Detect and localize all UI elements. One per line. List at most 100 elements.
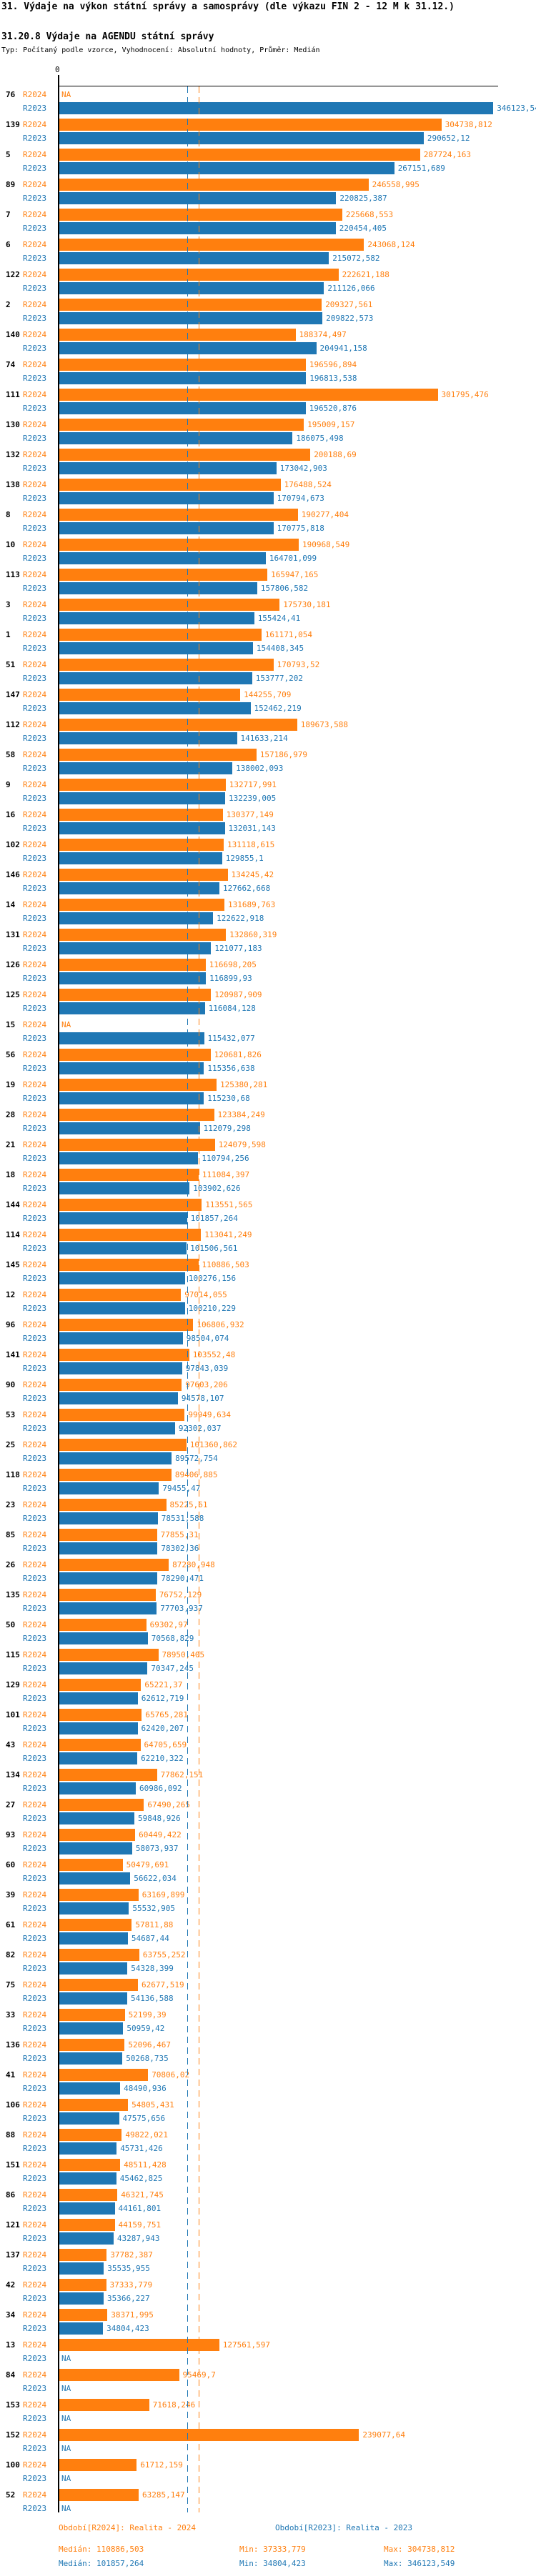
bar-row-r2024: R2024 63755,252 (23, 1949, 186, 1961)
value-label: 115432,077 (207, 1034, 255, 1043)
series-label-r2023: R2023 (23, 1964, 47, 1973)
bar-row-r2023: R2023 59848,926 (23, 1812, 181, 1824)
series-label-r2023: R2023 (23, 2204, 47, 2213)
bar-row-r2024: R2024 103552,48 (23, 1349, 235, 1361)
series-label-r2023: R2023 (23, 1724, 47, 1733)
series-label-r2023: R2023 (23, 1784, 47, 1793)
bar-group: 14 R2024 131689,763 R2023 122622,918 (0, 899, 536, 924)
category-label: 15 (6, 1020, 16, 1029)
bar-r2023 (59, 1302, 185, 1314)
series-label-r2023: R2023 (23, 314, 47, 323)
bar-row-r2024: R2024 304738,812 (23, 119, 492, 131)
series-label-r2023: R2023 (23, 134, 47, 143)
bar-r2023 (59, 1182, 190, 1194)
series-label-r2023: R2023 (23, 1034, 47, 1043)
bar-row-r2023: R2023 100276,156 (23, 1272, 236, 1284)
bar-row-r2023: R2023 267151,689 (23, 162, 445, 174)
value-label: 54687,44 (131, 1934, 169, 1943)
series-label-r2023: R2023 (23, 434, 47, 443)
category-label: 140 (6, 330, 20, 339)
bar-row-r2024: R2024 175730,181 (23, 599, 331, 611)
bar-row-r2024: R2024 101360,862 (23, 1439, 237, 1451)
bar-r2024 (59, 1679, 142, 1691)
value-label: 132031,143 (228, 824, 276, 833)
series-label-r2024: R2024 (23, 2160, 47, 2170)
bar-row-r2024: R2024 157186,979 (23, 749, 307, 761)
bar-row-r2023: R2023 78531,588 (23, 1512, 204, 1524)
category-label: 74 (6, 360, 16, 369)
bar-row-r2023: R2023 94578,107 (23, 1392, 224, 1404)
series-label-r2023: R2023 (23, 344, 47, 353)
value-label: 58073,937 (135, 1844, 179, 1853)
category-label: 129 (6, 1680, 20, 1689)
series-label-r2024: R2024 (23, 300, 47, 309)
value-label: 204941,158 (319, 344, 367, 353)
bar-r2024 (59, 419, 304, 431)
bar-row-r2023: R2023 NA (23, 2442, 71, 2455)
series-label-r2024: R2024 (23, 1440, 47, 1449)
bar-r2023 (59, 1962, 128, 1975)
bar-row-r2023: R2023 NA (23, 2352, 71, 2365)
bar-row-r2023: R2023 45731,426 (23, 2142, 163, 2155)
value-label: 44161,801 (118, 2204, 162, 2213)
value-label: 144255,709 (244, 690, 292, 699)
value-label: 60986,092 (139, 1784, 182, 1793)
chart-subtitle: 31.20.8 Výdaje na AGENDU státní správy (1, 31, 214, 42)
na-label: NA (61, 2444, 71, 2453)
value-label: 267151,689 (397, 164, 445, 173)
bar-r2023 (59, 612, 254, 624)
value-label: 211126,066 (327, 284, 375, 293)
value-label: 106806,932 (197, 1320, 244, 1329)
bar-group: 125 R2024 120987,909 R2023 116084,128 (0, 989, 536, 1014)
series-label-r2024: R2024 (23, 930, 47, 939)
bar-r2024 (59, 509, 298, 521)
category-label: 96 (6, 1320, 16, 1329)
bar-r2023 (59, 102, 494, 114)
bar-r2024 (59, 239, 364, 251)
value-label: 131689,763 (228, 900, 276, 909)
series-label-r2023: R2023 (23, 1364, 47, 1373)
value-label: 196520,876 (309, 404, 357, 413)
bar-group: 121 R2024 44159,751 R2023 43287,943 (0, 2219, 536, 2245)
value-label: 122622,918 (217, 914, 264, 923)
bar-r2024 (59, 119, 442, 131)
bar-r2023 (59, 1092, 204, 1104)
series-label-r2023: R2023 (23, 1304, 47, 1313)
value-label: 77703,937 (160, 1604, 203, 1613)
bar-r2024 (59, 2249, 107, 2261)
bar-row-r2024: R2024 222621,188 (23, 269, 389, 281)
series-label-r2024: R2024 (23, 2340, 47, 2350)
series-label-r2024: R2024 (23, 1080, 47, 1089)
bar-row-r2024: R2024 123384,249 (23, 1109, 265, 1121)
value-label: 98504,074 (186, 1334, 229, 1343)
bar-r2023 (59, 1212, 187, 1224)
bar-r2024 (59, 779, 226, 791)
value-label: 70568,829 (151, 1634, 194, 1643)
bar-r2024 (59, 179, 369, 191)
bar-row-r2023: R2023 209822,573 (23, 312, 373, 324)
bar-group: 101 R2024 65765,281 R2023 62420,207 (0, 1709, 536, 1734)
bar-group: 21 R2024 124079,598 R2023 110794,256 (0, 1139, 536, 1164)
bar-row-r2024: R2024 116698,205 (23, 959, 257, 971)
bar-row-r2024: R2024 NA (23, 1019, 71, 1031)
value-label: 161171,054 (264, 630, 313, 639)
na-label: NA (61, 90, 71, 99)
bar-r2023 (59, 1122, 200, 1134)
value-label: 78302,36 (161, 1544, 199, 1553)
bar-row-r2023: R2023 346123,549 (23, 102, 536, 114)
value-label: 113551,565 (205, 1200, 253, 1209)
bar-r2024 (59, 1919, 132, 1931)
bar-r2024 (59, 1979, 138, 1991)
series-label-r2024: R2024 (23, 180, 47, 189)
bar-r2023 (59, 342, 317, 354)
bar-r2024 (59, 479, 281, 491)
bar-r2024 (59, 839, 224, 851)
series-label-r2024: R2024 (23, 210, 47, 219)
category-label: 112 (6, 720, 20, 729)
value-label: 48490,936 (124, 2084, 167, 2093)
bar-group: 2 R2024 209327,561 R2023 209822,573 (0, 299, 536, 324)
bar-row-r2024: R2024 176488,524 (23, 479, 332, 491)
bar-r2023 (59, 1782, 136, 1794)
bar-row-r2023: R2023 116899,93 (23, 972, 252, 984)
series-label-r2024: R2024 (23, 2100, 47, 2110)
